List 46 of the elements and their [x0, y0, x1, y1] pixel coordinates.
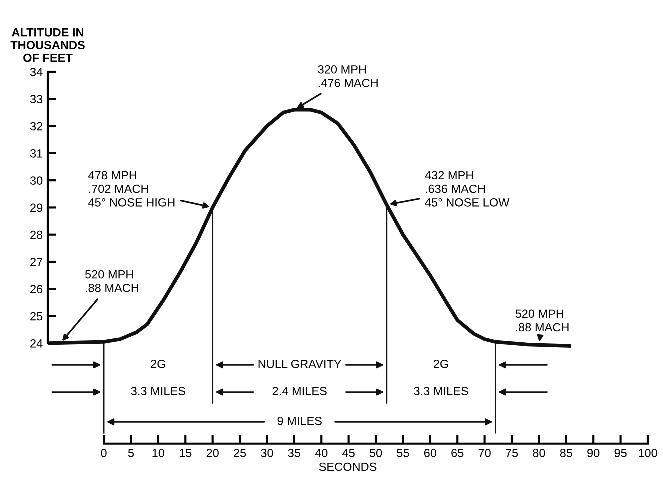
- x-tick-label: 65: [452, 449, 464, 458]
- x-tick-label: 100: [639, 449, 658, 458]
- y-tick-label: 34: [30, 68, 43, 76]
- y-tick-label: 25: [30, 312, 43, 321]
- x-tick-label: 85: [560, 449, 572, 458]
- y-tick-label: 29: [30, 204, 43, 212]
- y-tick-label: 31: [30, 149, 43, 158]
- x-tick-label: 25: [234, 449, 246, 458]
- y-tick-label: 26: [30, 285, 43, 294]
- x-tick-label: 55: [397, 449, 410, 458]
- x-tick-label: 75: [506, 449, 518, 458]
- annotation: 520 MPH .88 MACH: [85, 270, 138, 292]
- annotation: 432 MPH .636 MACH 45° NOSE LOW: [425, 171, 510, 207]
- annotation: 520 MPH .88 MACH: [516, 310, 569, 332]
- x-tick-label: 90: [588, 449, 600, 458]
- x-tick-label: 35: [288, 449, 300, 458]
- x-tick-label: 45: [342, 449, 355, 458]
- y-tick-label: 27: [30, 258, 43, 266]
- x-tick-label: 20: [206, 449, 219, 458]
- y-tick-label: 32: [30, 122, 43, 131]
- x-tick-label: 30: [261, 449, 274, 458]
- x-tick-label: 40: [315, 449, 328, 458]
- annotation: 9 MILES: [278, 416, 322, 426]
- annotation: 320 MPH .476 MACH: [318, 65, 378, 88]
- annotation: 2G: [434, 360, 448, 368]
- x-tick-label: 80: [533, 449, 546, 458]
- x-tick-label: 50: [370, 449, 382, 458]
- y-tick-label: 30: [30, 176, 43, 185]
- annotation: 3.3 MILES: [131, 387, 186, 396]
- annotation: 2G: [151, 360, 166, 368]
- x-tick-label: 5: [128, 449, 134, 458]
- annotation: NULL GRAVITY: [258, 360, 342, 368]
- x-tick-label: 10: [152, 449, 165, 458]
- x-tick-label: 95: [614, 449, 627, 458]
- annotation: 2.4 MILES: [272, 387, 327, 396]
- y-tick-label: 33: [30, 95, 43, 104]
- x-tick-label: 15: [180, 449, 192, 458]
- x-tick-label: 70: [478, 449, 491, 458]
- annotation: 3.3 MILES: [414, 387, 468, 396]
- x-tick-label: 60: [424, 449, 437, 458]
- y-tick-label: 28: [30, 230, 43, 240]
- y-tick-label: 24: [30, 339, 43, 348]
- y-axis-title: ALTITUDE IN THOUSANDS OF FEET: [10, 28, 85, 62]
- annotation: 478 MPH .702 MACH 45° NOSE HIGH: [88, 171, 175, 207]
- x-tick-label: 0: [101, 449, 107, 458]
- x-axis-title: SECONDS: [319, 462, 377, 472]
